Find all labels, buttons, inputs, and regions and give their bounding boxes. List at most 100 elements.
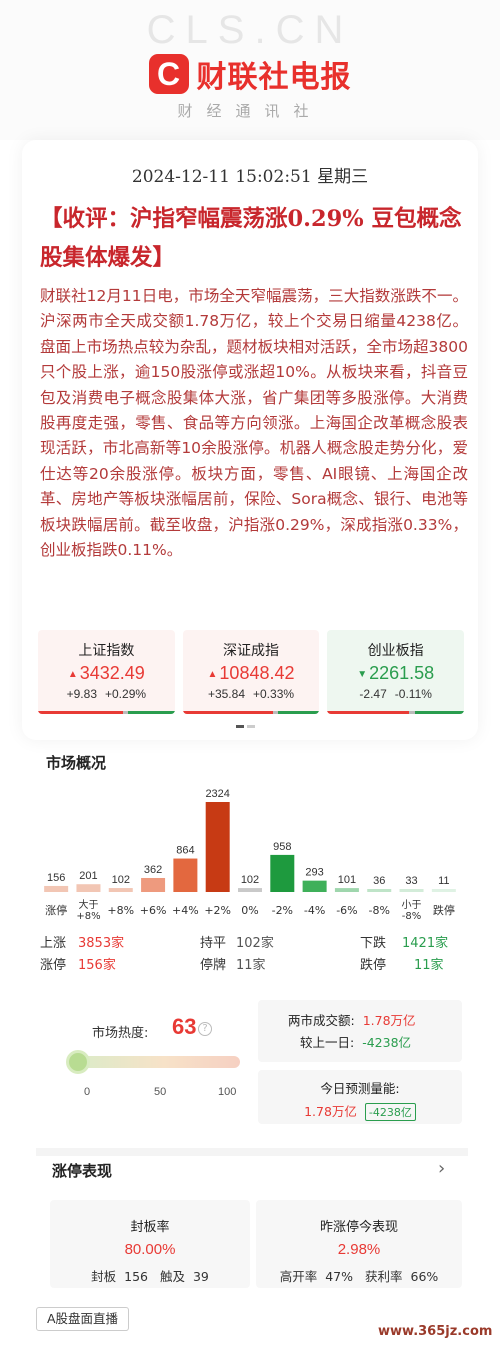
index-change: -2.47 [359, 687, 387, 701]
category-label: 涨停 [45, 903, 67, 917]
turnover-panel: 两市成交额: 1.78万亿 较上一日: -4238亿 [258, 1000, 462, 1062]
turnover-label: 两市成交额: [288, 1013, 355, 1028]
category-label: +8% [76, 911, 100, 922]
heat-tick: 50 [154, 1086, 167, 1098]
bar-value-label: 293 [305, 867, 323, 879]
bar-5 [205, 802, 230, 892]
chevron-right-icon[interactable]: › [438, 1158, 446, 1179]
logo-name: 财联社电报 [196, 60, 352, 95]
index-card-chinext[interactable]: 创业板指 ▼ 2261.58 -2.47 -0.11% [327, 630, 465, 714]
heat-track [70, 1056, 240, 1068]
market-heat: 市场热度: 63 ? 0 50 100 [40, 1000, 248, 1110]
seal-count-value: 156 [124, 1269, 148, 1284]
logo: C 财联社电报 [0, 52, 500, 96]
seal-rate-panel[interactable]: 封板率 80.00% 封板 156 触及 39 [50, 1200, 250, 1288]
limit-up-label: 涨停 [40, 957, 67, 973]
article-headline: 【收评：沪指窄幅震荡涨0.29% 豆包概念股集体爆发】 [40, 206, 462, 271]
index-name: 创业板指 [367, 643, 424, 659]
bar-7 [270, 854, 295, 892]
bar-value-label: 156 [47, 872, 65, 884]
flat-count: 102家 [236, 935, 274, 951]
tagline: 财经通讯社 [177, 102, 323, 120]
index-trend-bar [327, 711, 465, 714]
high-open-value: 47% [325, 1269, 353, 1284]
forecast-change-badge: -4238亿 [364, 1103, 416, 1121]
category-label: 小于 [402, 899, 422, 911]
forecast-value: 1.78万亿 [304, 1104, 357, 1119]
yesterday-title: 昨涨停今表现 [319, 1220, 398, 1235]
profit-rate-value: 66% [410, 1269, 439, 1284]
category-label: 跌停 [433, 903, 455, 917]
rise-count: 3853家 [78, 935, 125, 951]
article-body: 财联社12月11日电，市场全天窄幅震荡，三大指数涨跌不一。沪深两市全天成交额1.… [40, 287, 468, 560]
prev-day-value: -4238亿 [362, 1035, 412, 1050]
bar-value-label: 36 [373, 875, 385, 887]
bar-0 [44, 885, 69, 892]
bar-value-label: 362 [144, 864, 162, 876]
index-value: 2261.58 [369, 663, 435, 683]
bar-10 [367, 889, 392, 892]
market-overview-title: 市场概况 [46, 754, 107, 772]
bar-value-label: 958 [273, 841, 291, 853]
category-label: -6% [336, 904, 357, 917]
market-stats: 上涨 3853家 持平 102家 下跌 1421家 涨停 156家 停牌 11家… [40, 930, 460, 974]
category-label: +2% [204, 904, 231, 917]
index-pct: -0.11% [394, 687, 432, 701]
seal-count-label: 封板 [91, 1269, 117, 1284]
fall-count: 1421家 [402, 935, 449, 951]
index-name: 上证指数 [78, 643, 135, 659]
yesterday-limit-up-panel[interactable]: 昨涨停今表现 2.98% 高开率 47% 获利率 66% [256, 1200, 462, 1288]
index-cards: 上证指数 ▲ 3432.49 +9.83 +0.29% 深证成指 ▲ 10848.42… [38, 630, 465, 714]
profit-rate-label: 获利率 [364, 1269, 403, 1284]
category-label: -8% [402, 911, 421, 922]
category-label: -8% [369, 904, 390, 917]
bar-8 [302, 880, 327, 892]
index-value: 10848.42 [219, 663, 295, 683]
header: CLS.CN C 财联社电报 财经通讯社 [0, 0, 500, 140]
yesterday-value: 2.98% [337, 1241, 381, 1258]
category-label: 大于 [78, 898, 98, 911]
bar-value-label: 2324 [205, 788, 229, 800]
bar-value-label: 11 [438, 875, 449, 887]
rise-label: 上涨 [40, 935, 67, 951]
index-pct: +0.33% [253, 687, 295, 701]
seal-rate-title: 封板率 [130, 1220, 170, 1235]
bar-value-label: 33 [405, 875, 417, 887]
bar-value-label: 864 [176, 845, 194, 857]
category-label: -4% [304, 904, 325, 917]
info-icon[interactable]: ? [198, 1022, 212, 1036]
heat-tick: 100 [218, 1086, 237, 1098]
heat-label: 市场热度: [92, 1026, 149, 1041]
limit-down-label: 跌停 [360, 957, 387, 973]
touch-count-value: 39 [192, 1269, 209, 1284]
suspend-count: 11家 [236, 957, 266, 973]
heat-value: 63 [172, 1014, 197, 1039]
index-card-shanghai[interactable]: 上证指数 ▲ 3432.49 +9.83 +0.29% [38, 630, 175, 714]
article-datetime: 2024-12-11 15:02:51 星期三 [131, 167, 369, 187]
category-label: -2% [272, 904, 293, 917]
index-value: 3432.49 [79, 663, 145, 683]
index-trend-bar [182, 711, 320, 714]
rise-fall-distribution-chart: 156涨停201大于+8%102+8%362+6%864+4%2324+2%10… [44, 788, 456, 922]
bar-9 [334, 888, 359, 892]
bar-value-label: 101 [338, 874, 356, 886]
bar-value-label: 102 [112, 874, 130, 886]
bar-2 [108, 888, 133, 892]
carousel-pager[interactable] [236, 725, 255, 728]
up-arrow-icon: ▲ [67, 668, 78, 680]
bar-4 [173, 858, 198, 892]
turnover-value: 1.78万亿 [362, 1013, 416, 1028]
index-card-shenzhen[interactable]: 深证成指 ▲ 10848.42 +35.84 +0.33% [182, 630, 320, 714]
bar-value-label: 201 [79, 870, 97, 882]
index-change: +35.84 [207, 687, 245, 701]
a-share-live-button[interactable]: A股盘面直播 [36, 1307, 130, 1331]
category-label: +6% [140, 904, 167, 917]
category-label: +4% [172, 904, 199, 917]
header-watermark: CLS.CN [146, 8, 354, 52]
limit-down-count: 11家 [414, 957, 444, 973]
forecast-label: 今日预测量能: [320, 1081, 400, 1096]
site-watermark: www.365jz.com [378, 1324, 493, 1339]
forecast-panel: 今日预测量能: 1.78万亿 -4238亿 [258, 1070, 462, 1124]
cls-logo-icon: C [148, 54, 189, 94]
bar-6 [238, 888, 262, 892]
